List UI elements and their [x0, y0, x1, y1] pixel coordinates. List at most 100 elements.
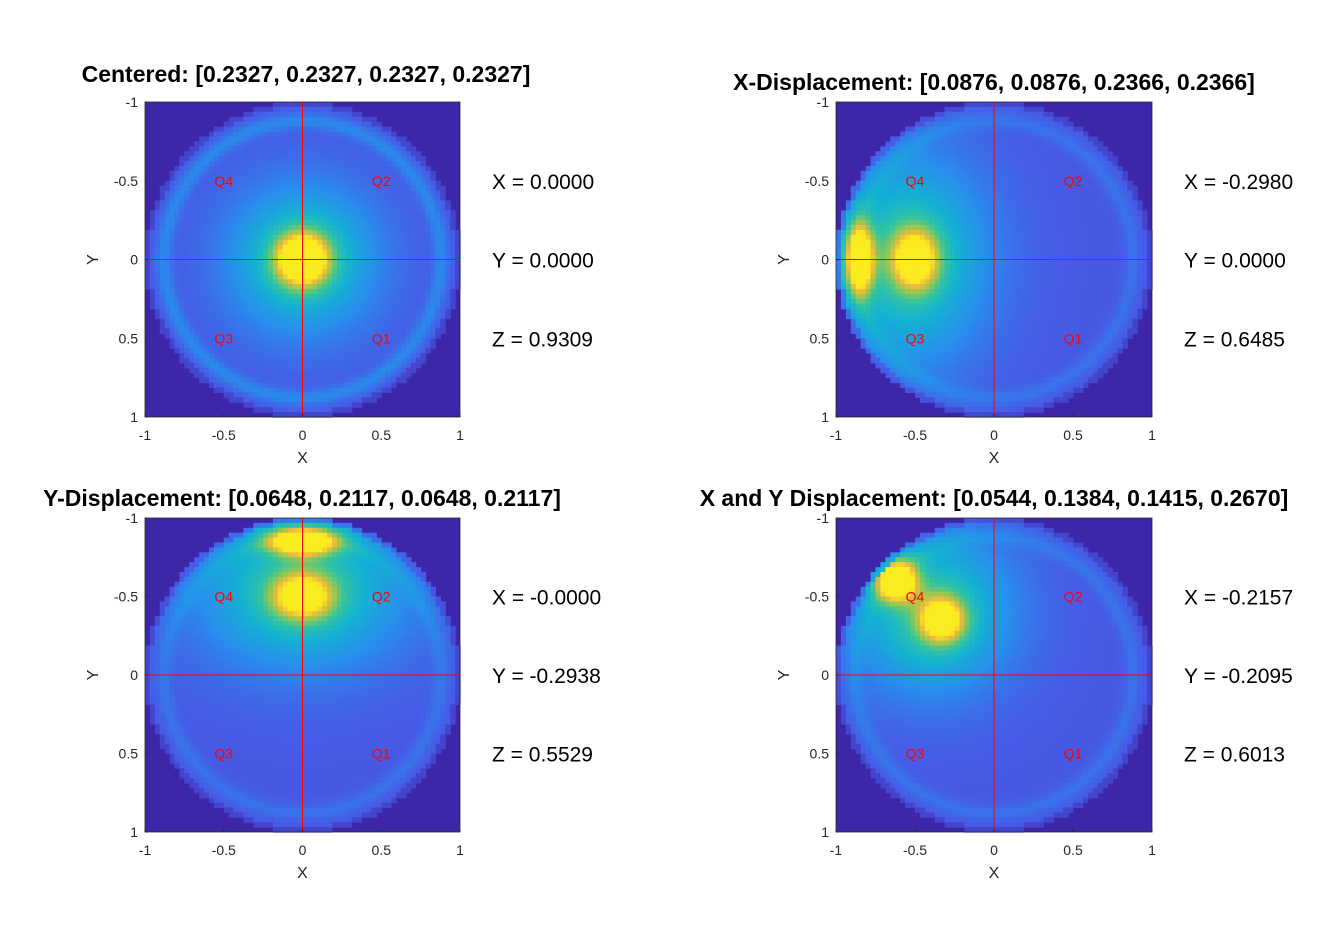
- heatmap-cell: [905, 195, 911, 202]
- heatmap-cell: [969, 111, 975, 118]
- heatmap-cell: [969, 357, 975, 364]
- heatmap-cell: [228, 362, 235, 369]
- heatmap-cell: [984, 333, 990, 339]
- heatmap-cell: [919, 357, 926, 364]
- heatmap-cell: [929, 161, 936, 167]
- y-tick-label: 1: [130, 409, 138, 425]
- heatmap-cell: [159, 259, 166, 266]
- heatmap-cell: [228, 165, 235, 172]
- heatmap-cell: [984, 343, 990, 349]
- heatmap-cell: [179, 249, 185, 256]
- heatmap-cell: [336, 289, 343, 295]
- heatmap-cell: [243, 156, 249, 162]
- heatmap-cell: [238, 343, 245, 349]
- heatmap-cell: [351, 254, 358, 261]
- heatmap-cell: [386, 259, 392, 266]
- heatmap-cell: [154, 244, 161, 251]
- heatmap-cell: [204, 220, 210, 226]
- heatmap-cell: [268, 151, 274, 157]
- heatmap-cell: [915, 318, 921, 325]
- heatmap-cell: [292, 136, 299, 142]
- heatmap-cell: [218, 348, 225, 354]
- heatmap-cell: [915, 249, 921, 256]
- heatmap-cell: [391, 210, 397, 216]
- heatmap-cell: [944, 205, 951, 211]
- heatmap-cell: [430, 259, 436, 266]
- heatmap-cell: [924, 151, 931, 157]
- heatmap-cell: [376, 328, 382, 334]
- heatmap-cell: [356, 146, 363, 152]
- heatmap-cell: [312, 131, 318, 138]
- heatmap-cell: [875, 303, 882, 310]
- heatmap-cell: [954, 279, 961, 285]
- heatmap-cell: [875, 274, 882, 280]
- heatmap-cell: [934, 357, 941, 364]
- heatmap-cell: [277, 333, 284, 339]
- heatmap-cell: [208, 323, 215, 329]
- heatmap-cell: [292, 318, 299, 325]
- heatmap-cell: [332, 338, 338, 344]
- heatmap-cell: [410, 220, 417, 226]
- heatmap-cell: [415, 165, 422, 172]
- heatmap-cell: [998, 338, 1005, 344]
- heatmap-cell: [929, 249, 936, 256]
- heatmap-cell: [327, 367, 333, 374]
- heatmap-cell: [949, 165, 956, 172]
- heatmap-cell: [184, 323, 190, 329]
- heatmap-cell: [292, 170, 299, 177]
- heatmap-cell: [915, 126, 921, 133]
- heatmap-cell: [944, 180, 951, 187]
- heatmap-cell: [361, 387, 368, 393]
- heatmap-cell: [253, 161, 259, 167]
- heatmap-cell: [400, 264, 407, 270]
- heatmap-cell: [376, 165, 382, 172]
- heatmap-cell: [944, 362, 951, 369]
- heatmap-cell: [361, 362, 368, 369]
- heatmap-cell: [939, 195, 946, 202]
- heatmap-cell: [208, 284, 215, 290]
- heatmap-cell: [282, 205, 289, 211]
- heatmap-cell: [425, 348, 432, 354]
- heatmap-cell: [336, 323, 343, 329]
- heatmap-cell: [944, 151, 951, 157]
- heatmap-cell: [371, 362, 377, 369]
- heatmap-cell: [297, 367, 304, 374]
- heatmap-cell: [312, 136, 318, 142]
- heatmap-cell: [332, 362, 338, 369]
- heatmap-cell: [445, 264, 451, 270]
- heatmap-cell: [875, 308, 882, 315]
- heatmap-cell: [959, 269, 965, 275]
- heatmap-cell: [356, 402, 363, 408]
- heatmap-cell: [208, 338, 215, 344]
- heatmap-cell: [850, 284, 857, 290]
- heatmap-cell: [939, 289, 946, 295]
- heatmap-cell: [919, 274, 926, 280]
- heatmap-cell: [391, 225, 397, 231]
- heatmap-cell: [870, 264, 877, 270]
- heatmap-cell: [268, 279, 274, 285]
- heatmap-cell: [944, 284, 951, 290]
- heatmap-cell: [366, 293, 372, 300]
- heatmap-cell: [989, 205, 995, 211]
- heatmap-cell: [430, 289, 436, 295]
- heatmap-cell: [959, 377, 965, 384]
- heatmap-cell: [836, 229, 842, 236]
- heatmap-cell: [376, 136, 382, 142]
- heatmap-cell: [405, 313, 412, 320]
- heatmap-cell: [351, 229, 358, 236]
- heatmap-cell: [159, 318, 166, 325]
- heatmap-cell: [875, 185, 882, 192]
- heatmap-cell: [258, 185, 264, 192]
- heatmap-cell: [154, 279, 161, 285]
- heatmap-cell: [984, 338, 990, 344]
- heatmap-cell: [189, 170, 195, 177]
- heatmap-cell: [994, 185, 1000, 192]
- heatmap-cell: [964, 220, 970, 226]
- heatmap-cell: [189, 220, 195, 226]
- heatmap-cell: [905, 215, 911, 221]
- heatmap-cell: [371, 313, 377, 320]
- heatmap-cell: [371, 165, 377, 172]
- heatmap-cell: [341, 357, 348, 364]
- heatmap-cell: [218, 141, 225, 147]
